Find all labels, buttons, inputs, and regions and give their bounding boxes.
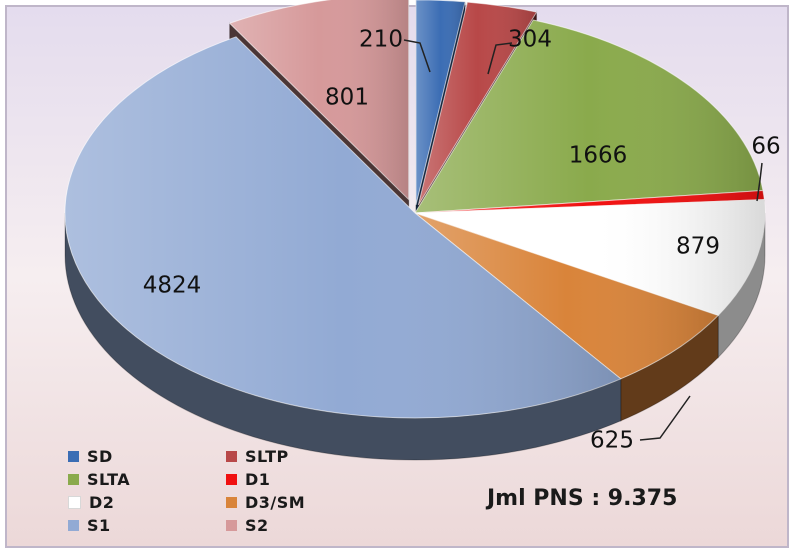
slice-shading	[415, 199, 765, 316]
slice-shading	[415, 0, 466, 205]
data-label: 879	[676, 234, 720, 260]
legend-item: S1	[68, 515, 226, 535]
leader-lines	[403, 39, 763, 441]
slice-shading	[418, 2, 537, 206]
slice-shading	[64, 36, 621, 418]
legend-item: SD	[68, 446, 226, 466]
legend-swatch	[68, 495, 81, 509]
legend-swatch	[68, 473, 79, 485]
legend-swatch	[226, 496, 237, 508]
legend-swatch	[226, 450, 237, 462]
data-label: 66	[751, 134, 780, 160]
data-label: 4824	[143, 273, 202, 299]
legend-label: SD	[87, 446, 113, 466]
legend-item: SLTA	[68, 469, 226, 489]
legend-label: D3/SM	[245, 492, 306, 512]
legend-item: SLTP	[226, 446, 386, 466]
data-label: 210	[359, 27, 403, 53]
legend-swatch	[226, 519, 237, 531]
legend-label: D2	[89, 492, 115, 512]
legend-label: SLTP	[245, 446, 289, 466]
data-labels: 210 304 1666 66 879 625 4824 801	[143, 27, 781, 454]
legend-swatch	[68, 450, 79, 462]
legend-label: S1	[87, 515, 111, 535]
leader-line	[639, 395, 691, 441]
leader-line	[756, 162, 763, 202]
total-label: Jml PNS : 9.375	[487, 486, 678, 511]
legend: SD SLTP SLTA D1 D2 D3/SM S1 S2	[68, 446, 386, 535]
data-label: 1666	[569, 143, 628, 169]
leader-line	[487, 42, 513, 75]
pie-tops	[64, 0, 766, 419]
slice-shading	[229, 0, 409, 200]
data-label: 304	[508, 27, 552, 53]
data-label: 801	[325, 85, 369, 111]
legend-swatch	[226, 473, 237, 485]
legend-item: S2	[226, 515, 386, 535]
legend-item: D2	[68, 492, 226, 512]
data-label: 625	[590, 428, 634, 454]
legend-label: SLTA	[87, 469, 131, 489]
leader-line	[403, 39, 431, 73]
slice-shading	[415, 190, 765, 213]
legend-swatch	[68, 519, 79, 531]
slice-shading	[415, 20, 763, 213]
legend-item: D3/SM	[226, 492, 386, 512]
legend-item: D1	[226, 469, 386, 489]
legend-label: S2	[245, 515, 269, 535]
legend-label: D1	[245, 469, 271, 489]
slice-shading	[415, 213, 719, 379]
